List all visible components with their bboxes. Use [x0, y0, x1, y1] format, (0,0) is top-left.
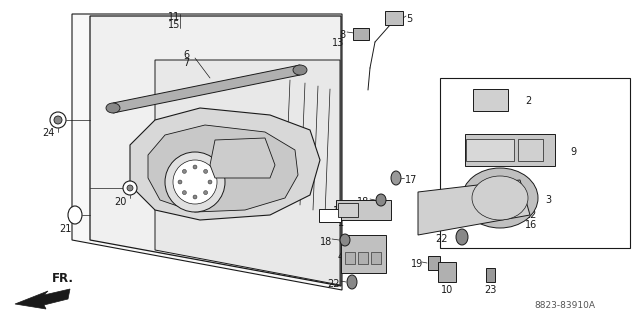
Text: 13: 13: [332, 38, 344, 48]
Polygon shape: [113, 65, 300, 113]
Text: 10: 10: [441, 285, 453, 295]
Text: 2: 2: [525, 96, 531, 106]
Bar: [335, 200, 390, 220]
Bar: [358, 252, 368, 264]
Polygon shape: [90, 16, 341, 286]
Ellipse shape: [204, 191, 207, 195]
Ellipse shape: [204, 169, 207, 174]
Text: 18: 18: [356, 197, 369, 207]
Bar: [338, 203, 358, 217]
Bar: [340, 235, 385, 273]
Polygon shape: [130, 108, 320, 220]
Ellipse shape: [462, 168, 538, 228]
Text: 3: 3: [545, 195, 551, 205]
Polygon shape: [148, 125, 298, 212]
Text: 11: 11: [168, 12, 180, 22]
Text: 16: 16: [525, 220, 537, 230]
Text: 6: 6: [183, 50, 189, 60]
Text: 21: 21: [59, 224, 71, 234]
Ellipse shape: [127, 185, 133, 191]
Bar: [465, 134, 555, 166]
Bar: [438, 262, 456, 282]
Bar: [486, 268, 495, 282]
Bar: [440, 78, 630, 248]
Ellipse shape: [173, 160, 217, 204]
Text: 12: 12: [525, 210, 538, 220]
Bar: [345, 252, 355, 264]
Text: 17: 17: [405, 175, 417, 185]
Ellipse shape: [340, 234, 350, 246]
Text: 14: 14: [333, 206, 345, 216]
Text: 15: 15: [168, 20, 180, 30]
Bar: [353, 28, 369, 40]
Text: 4: 4: [338, 252, 344, 262]
Text: 19: 19: [411, 259, 423, 269]
Bar: [472, 89, 508, 111]
Text: 7: 7: [183, 58, 189, 68]
Ellipse shape: [456, 229, 468, 245]
Ellipse shape: [165, 152, 225, 212]
Text: 8: 8: [340, 30, 346, 40]
Polygon shape: [210, 138, 275, 178]
Polygon shape: [15, 289, 70, 309]
Ellipse shape: [106, 103, 120, 113]
Ellipse shape: [472, 176, 528, 220]
Polygon shape: [72, 14, 342, 290]
Text: 20: 20: [114, 197, 126, 207]
Text: 23: 23: [484, 285, 496, 295]
Bar: [319, 209, 341, 221]
Polygon shape: [155, 60, 340, 285]
Text: 22: 22: [328, 279, 340, 289]
Ellipse shape: [193, 165, 197, 169]
Ellipse shape: [123, 181, 137, 195]
Ellipse shape: [391, 171, 401, 185]
Text: 1: 1: [338, 218, 344, 228]
Ellipse shape: [376, 194, 386, 206]
Polygon shape: [418, 180, 530, 235]
Ellipse shape: [293, 65, 307, 75]
Text: 18: 18: [320, 237, 332, 247]
Bar: [466, 139, 514, 161]
Text: 8823-83910A: 8823-83910A: [534, 301, 595, 310]
Ellipse shape: [193, 195, 197, 199]
Text: 5: 5: [406, 14, 412, 24]
Ellipse shape: [50, 112, 66, 128]
Bar: [371, 252, 381, 264]
Ellipse shape: [68, 206, 82, 224]
Ellipse shape: [54, 116, 62, 124]
Ellipse shape: [347, 275, 357, 289]
Text: 24: 24: [42, 128, 54, 138]
Ellipse shape: [178, 180, 182, 184]
Text: 22: 22: [435, 234, 448, 244]
Ellipse shape: [182, 169, 186, 174]
Bar: [385, 11, 403, 25]
Text: FR.: FR.: [52, 272, 74, 285]
Text: 9: 9: [570, 147, 576, 157]
Bar: [428, 256, 440, 270]
Ellipse shape: [182, 191, 186, 195]
Bar: [518, 139, 543, 161]
Ellipse shape: [208, 180, 212, 184]
